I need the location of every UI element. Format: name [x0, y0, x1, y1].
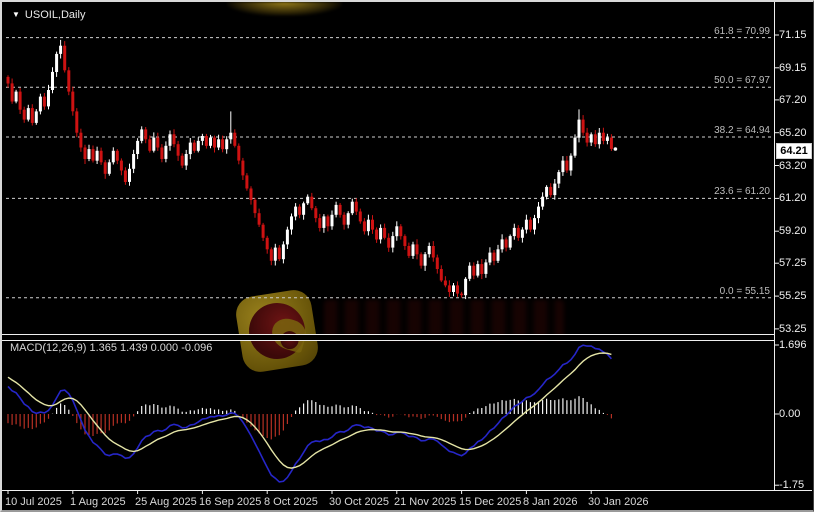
macd-indicator-label: MACD(12,26,9) 1.365 1.439 0.000 -0.096: [10, 342, 213, 354]
price-axis-label: 55.25: [779, 290, 807, 302]
date-axis-label: 30 Oct 2025: [329, 496, 389, 508]
date-axis-label: 1 Aug 2025: [70, 496, 126, 508]
macd-axis-label: 1.696: [779, 339, 807, 351]
date-axis-label: 21 Nov 2025: [394, 496, 457, 508]
date-axis-label: 25 Aug 2025: [135, 496, 197, 508]
macd-pane[interactable]: [4, 339, 774, 490]
date-axis-label: 10 Jul 2025: [5, 496, 62, 508]
price-axis[interactable]: [775, 6, 813, 490]
current-price-badge: 64.21: [776, 143, 812, 159]
symbol-title: USOIL,Daily: [24, 9, 86, 21]
symbol-label: ▼ USOIL,Daily: [12, 9, 85, 21]
price-axis-label: 67.20: [779, 94, 807, 106]
bottom-axis-divider: [2, 490, 812, 491]
price-axis-label: 63.20: [779, 160, 807, 172]
price-axis-label: 65.20: [779, 127, 807, 139]
date-axis-label: 16 Sep 2025: [199, 496, 262, 508]
price-axis-label: 57.25: [779, 257, 807, 269]
price-axis-label: 61.20: [779, 192, 807, 204]
main-chart-pane[interactable]: [4, 6, 774, 334]
date-axis-label: 8 Jan 2026: [523, 496, 578, 508]
chevron-down-icon[interactable]: ▼: [12, 10, 20, 19]
macd-axis-label: -1.75: [779, 479, 805, 491]
watermark-text: [324, 300, 564, 340]
fib-level-label: 23.6 = 61.20: [714, 186, 770, 197]
date-axis-label: 30 Jan 2026: [588, 496, 649, 508]
date-axis-label: 15 Dec 2025: [459, 496, 522, 508]
price-axis-divider: [774, 2, 775, 491]
pane-splitter[interactable]: [2, 334, 774, 341]
price-axis-label: 71.15: [779, 29, 807, 41]
macd-axis-label: 0.00: [779, 408, 801, 420]
fib-level-label: 50.0 = 67.97: [714, 75, 770, 86]
price-axis-label: 69.15: [779, 62, 807, 74]
price-axis-label: 53.25: [779, 323, 807, 335]
fib-level-label: 61.8 = 70.99: [714, 26, 770, 37]
date-axis[interactable]: [4, 492, 774, 510]
date-axis-label: 8 Oct 2025: [264, 496, 318, 508]
price-axis-label: 59.20: [779, 225, 807, 237]
fib-level-label: 0.0 = 55.15: [719, 286, 770, 297]
fib-level-label: 38.2 = 64.94: [714, 125, 770, 136]
watermark-top-glow: [227, 2, 342, 16]
